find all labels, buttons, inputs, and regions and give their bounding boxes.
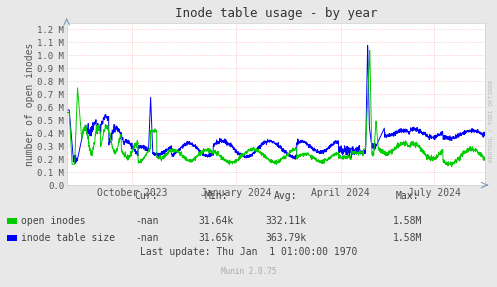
Text: Max:: Max: [396,191,419,201]
Text: Min:: Min: [204,191,228,201]
Text: -nan: -nan [135,216,159,226]
Text: 31.64k: 31.64k [199,216,234,226]
Text: 1.58M: 1.58M [393,233,422,243]
Title: Inode table usage - by year: Inode table usage - by year [174,7,377,20]
Text: inode table size: inode table size [21,233,115,243]
Text: 31.65k: 31.65k [199,233,234,243]
Text: Munin 2.0.75: Munin 2.0.75 [221,267,276,276]
Text: Last update: Thu Jan  1 01:00:00 1970: Last update: Thu Jan 1 01:00:00 1970 [140,247,357,257]
Text: -nan: -nan [135,233,159,243]
Text: open inodes: open inodes [21,216,86,226]
Text: Avg:: Avg: [274,191,298,201]
Text: 332.11k: 332.11k [265,216,306,226]
Text: Cur:: Cur: [135,191,159,201]
Y-axis label: number of open inodes: number of open inodes [25,42,35,166]
Text: 1.58M: 1.58M [393,216,422,226]
Text: 363.79k: 363.79k [265,233,306,243]
Text: RRDTOOL / TOBI OETIKER: RRDTOOL / TOBI OETIKER [489,79,494,162]
